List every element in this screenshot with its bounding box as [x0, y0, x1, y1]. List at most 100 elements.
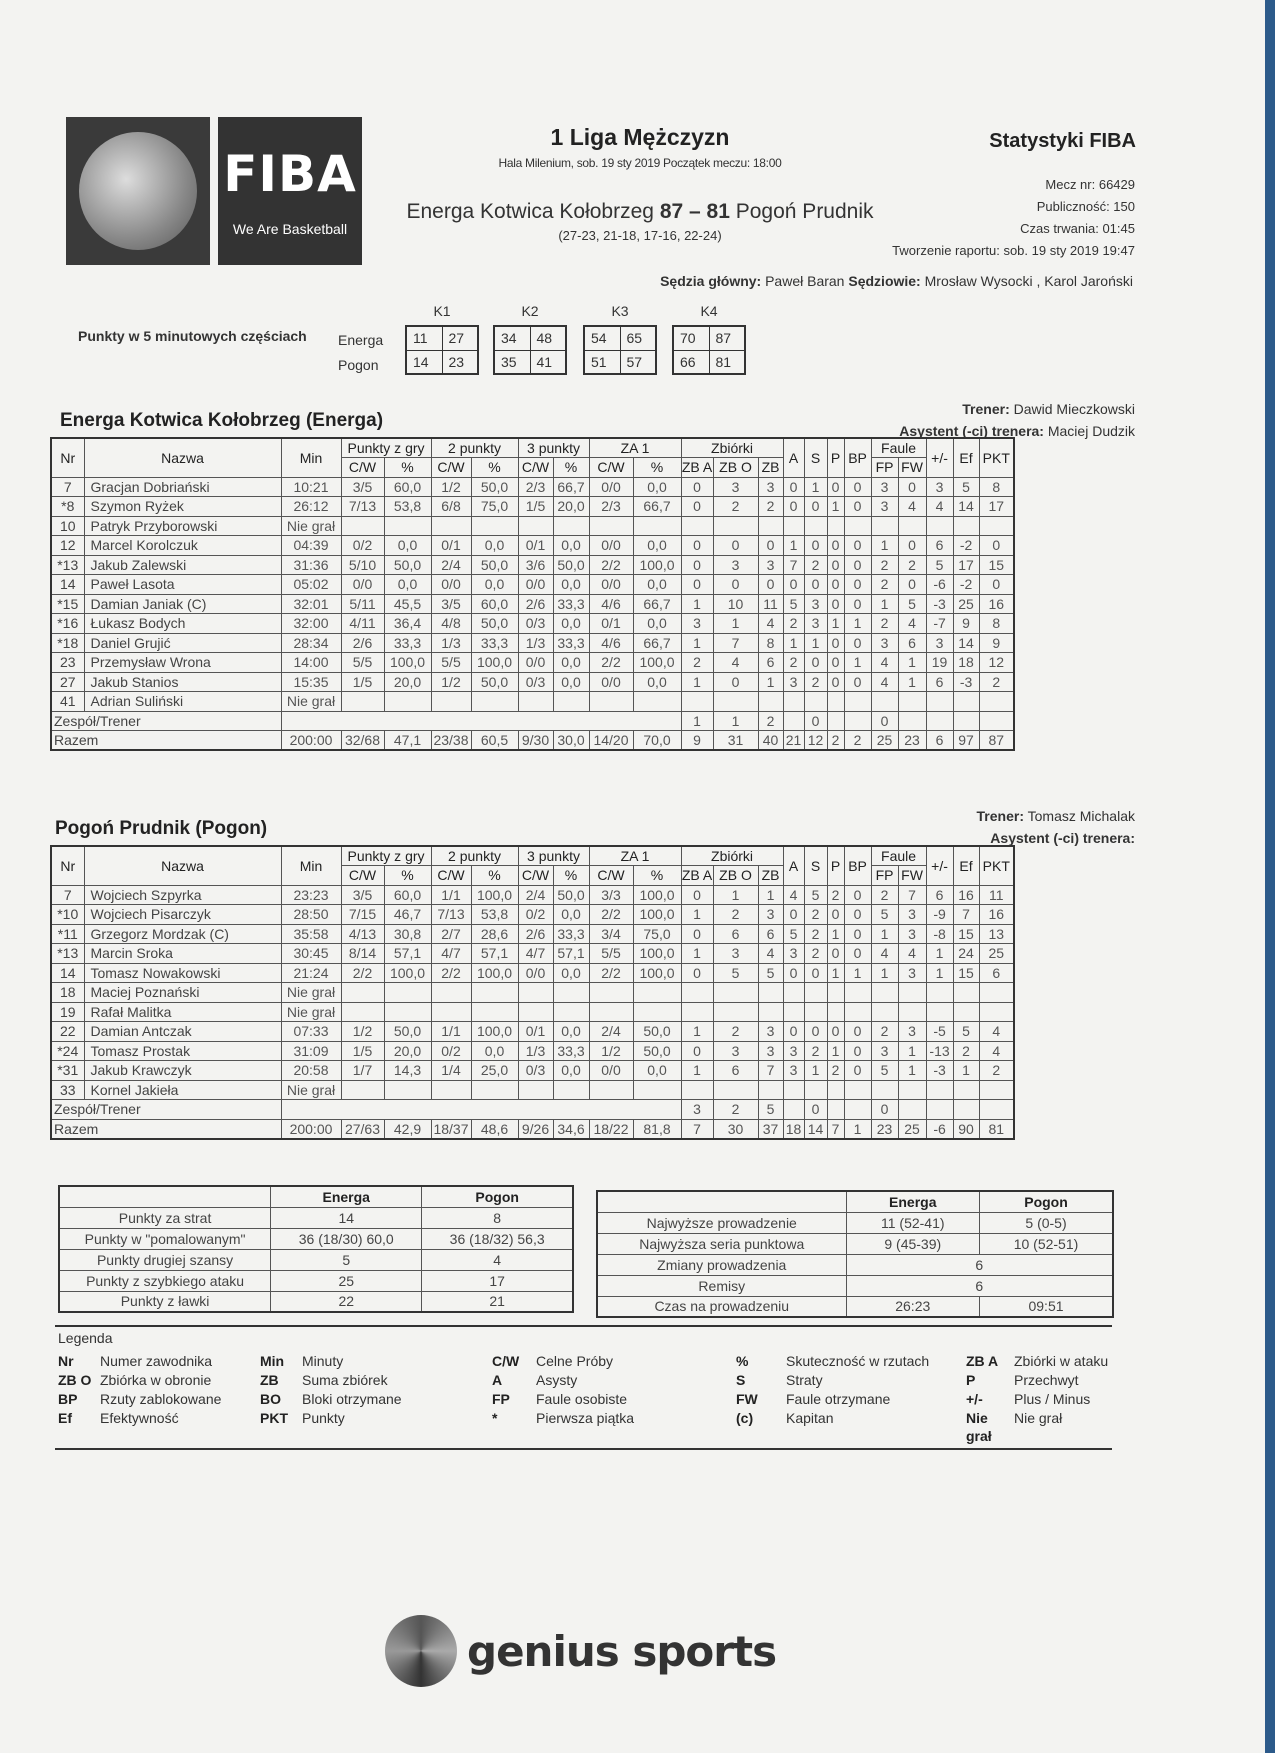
stat-cell: 0: [826, 652, 845, 673]
stat-cell: 0,0: [552, 671, 590, 692]
stat-cell: [470, 1001, 519, 1022]
legend-description: Rzuty zablokowane: [100, 1391, 222, 1407]
player-name: Przemysław Wrona: [83, 652, 282, 673]
col-reb: Zbiórki: [680, 437, 784, 458]
away-score: 81: [706, 200, 730, 223]
legend-code: BO: [260, 1391, 281, 1407]
stat-cell: 0: [757, 535, 784, 556]
stat-cell: 0: [826, 476, 845, 497]
stat-cell: 0: [826, 671, 845, 692]
stat-cell: 2: [952, 1040, 980, 1061]
stat-cell: 14: [952, 632, 980, 653]
stat-cell: 0/1: [517, 1021, 554, 1042]
col-ft: ZA 1: [588, 437, 682, 458]
stat-cell: [782, 691, 805, 712]
col-cw: C/W: [340, 457, 385, 478]
stat-cell: 0: [712, 671, 759, 692]
stat-cell: 3: [870, 1040, 899, 1061]
stat-cell: 3: [757, 1040, 784, 1061]
quarter-cell: 54: [583, 325, 621, 351]
stat-cell: [517, 1001, 554, 1022]
player-row: *13 Marcin Sroka 30:45 8/14 57,1 4/7 57,1 4/7 57…: [50, 943, 1015, 964]
stat-cell: 1: [680, 1060, 714, 1081]
stat-cell: [782, 1099, 805, 1120]
player-name: Gracjan Dobriański: [83, 476, 282, 497]
stat-cell: 1: [680, 943, 714, 964]
totals-row: Razem 200:00 32/68 47,1 23/38 60,5 9/30 30,0 14/…: [50, 730, 1015, 751]
player-name: Jakub Zalewski: [83, 554, 282, 575]
stat-cell: 3: [757, 554, 784, 575]
stat-cell: [978, 1001, 1015, 1022]
stat-cell: 4/7: [517, 943, 554, 964]
stat-cell: 0: [680, 574, 714, 595]
stat-cell: 8/14: [340, 943, 385, 964]
total-cell: 14: [803, 1118, 828, 1139]
stat-cell: -7: [925, 613, 954, 634]
stat-cell: 0,0: [470, 574, 519, 595]
player-name: Szymon Ryżek: [83, 496, 282, 517]
stat-cell: 5/10: [340, 554, 385, 575]
stat-cell: 0: [843, 1021, 872, 1042]
total-cell: 9: [680, 730, 714, 751]
stat-cell: 66,7: [552, 476, 590, 497]
stat-cell: 1: [843, 652, 872, 673]
divider: [55, 1325, 1112, 1327]
player-number: *8: [50, 496, 85, 517]
stat-cell: [803, 1001, 828, 1022]
legend-description: Minuty: [302, 1353, 344, 1369]
player-name: Marcin Sroka: [83, 943, 282, 964]
stat-cell: [925, 691, 954, 712]
col-cw: C/W: [517, 865, 554, 886]
stat-cell: [803, 1079, 828, 1100]
stat-cell: 0: [826, 1021, 845, 1042]
stat-cell: Nie grał: [280, 1001, 342, 1022]
value-cell: 5: [270, 1248, 423, 1271]
stat-cell: 2/3: [588, 496, 634, 517]
team-row: Zespół/Trener 3 2 5 0 0: [50, 1099, 1015, 1120]
coach-label: Trener:: [976, 808, 1024, 824]
total-cell: 9/30: [517, 730, 554, 751]
quarter-cell: 23: [441, 349, 479, 375]
stat-cell: 66,7: [632, 632, 682, 653]
divider: [55, 1448, 1112, 1450]
stat-cell: 1: [952, 1060, 980, 1081]
col-bp: BP: [843, 845, 872, 886]
stat-cell: 3: [897, 1021, 927, 1042]
summary-row: Zmiany prowadzenia 6: [596, 1253, 1114, 1276]
stat-cell: 5/5: [588, 943, 634, 964]
stat-cell: 3: [925, 632, 954, 653]
value-cell: 22: [270, 1290, 423, 1313]
stat-cell: -2: [952, 574, 980, 595]
stat-cell: 30,8: [383, 923, 432, 944]
value-cell: 09:51: [979, 1295, 1114, 1318]
stat-cell: [826, 710, 845, 731]
stat-cell: 46,7: [383, 904, 432, 925]
stat-cell: [978, 710, 1015, 731]
stat-cell: [952, 1079, 980, 1100]
stat-cell: Nie grał: [280, 515, 342, 536]
stat-cell: [470, 982, 519, 1003]
legend-code: ZB A: [966, 1353, 999, 1369]
stat-cell: 6: [757, 652, 784, 673]
stat-cell: [632, 1079, 682, 1100]
stat-cell: [680, 1079, 714, 1100]
stat-cell: 0: [826, 593, 845, 614]
player-number: 27: [50, 671, 85, 692]
stat-cell: [517, 515, 554, 536]
stat-cell: 66,7: [632, 593, 682, 614]
quarter-cell: 65: [619, 325, 657, 351]
player-row: 19 Rafał Malitka Nie grał: [50, 1001, 1015, 1022]
legend-description: Pierwsza piątka: [536, 1410, 635, 1426]
stat-cell: 1: [826, 962, 845, 983]
label-cell: Czas na prowadzeniu: [596, 1295, 847, 1318]
legend-code: S: [736, 1372, 746, 1388]
stat-cell: 100,0: [470, 962, 519, 983]
basketball-icon: [66, 117, 210, 265]
stat-cell: 1: [680, 593, 714, 614]
player-number: 18: [50, 982, 85, 1003]
stat-cell: 2: [870, 574, 899, 595]
header-cell: Pogon: [979, 1190, 1114, 1213]
stat-cell: 19: [925, 652, 954, 673]
periods-teams: Energa Pogon: [338, 328, 383, 378]
stat-cell: 2: [757, 496, 784, 517]
